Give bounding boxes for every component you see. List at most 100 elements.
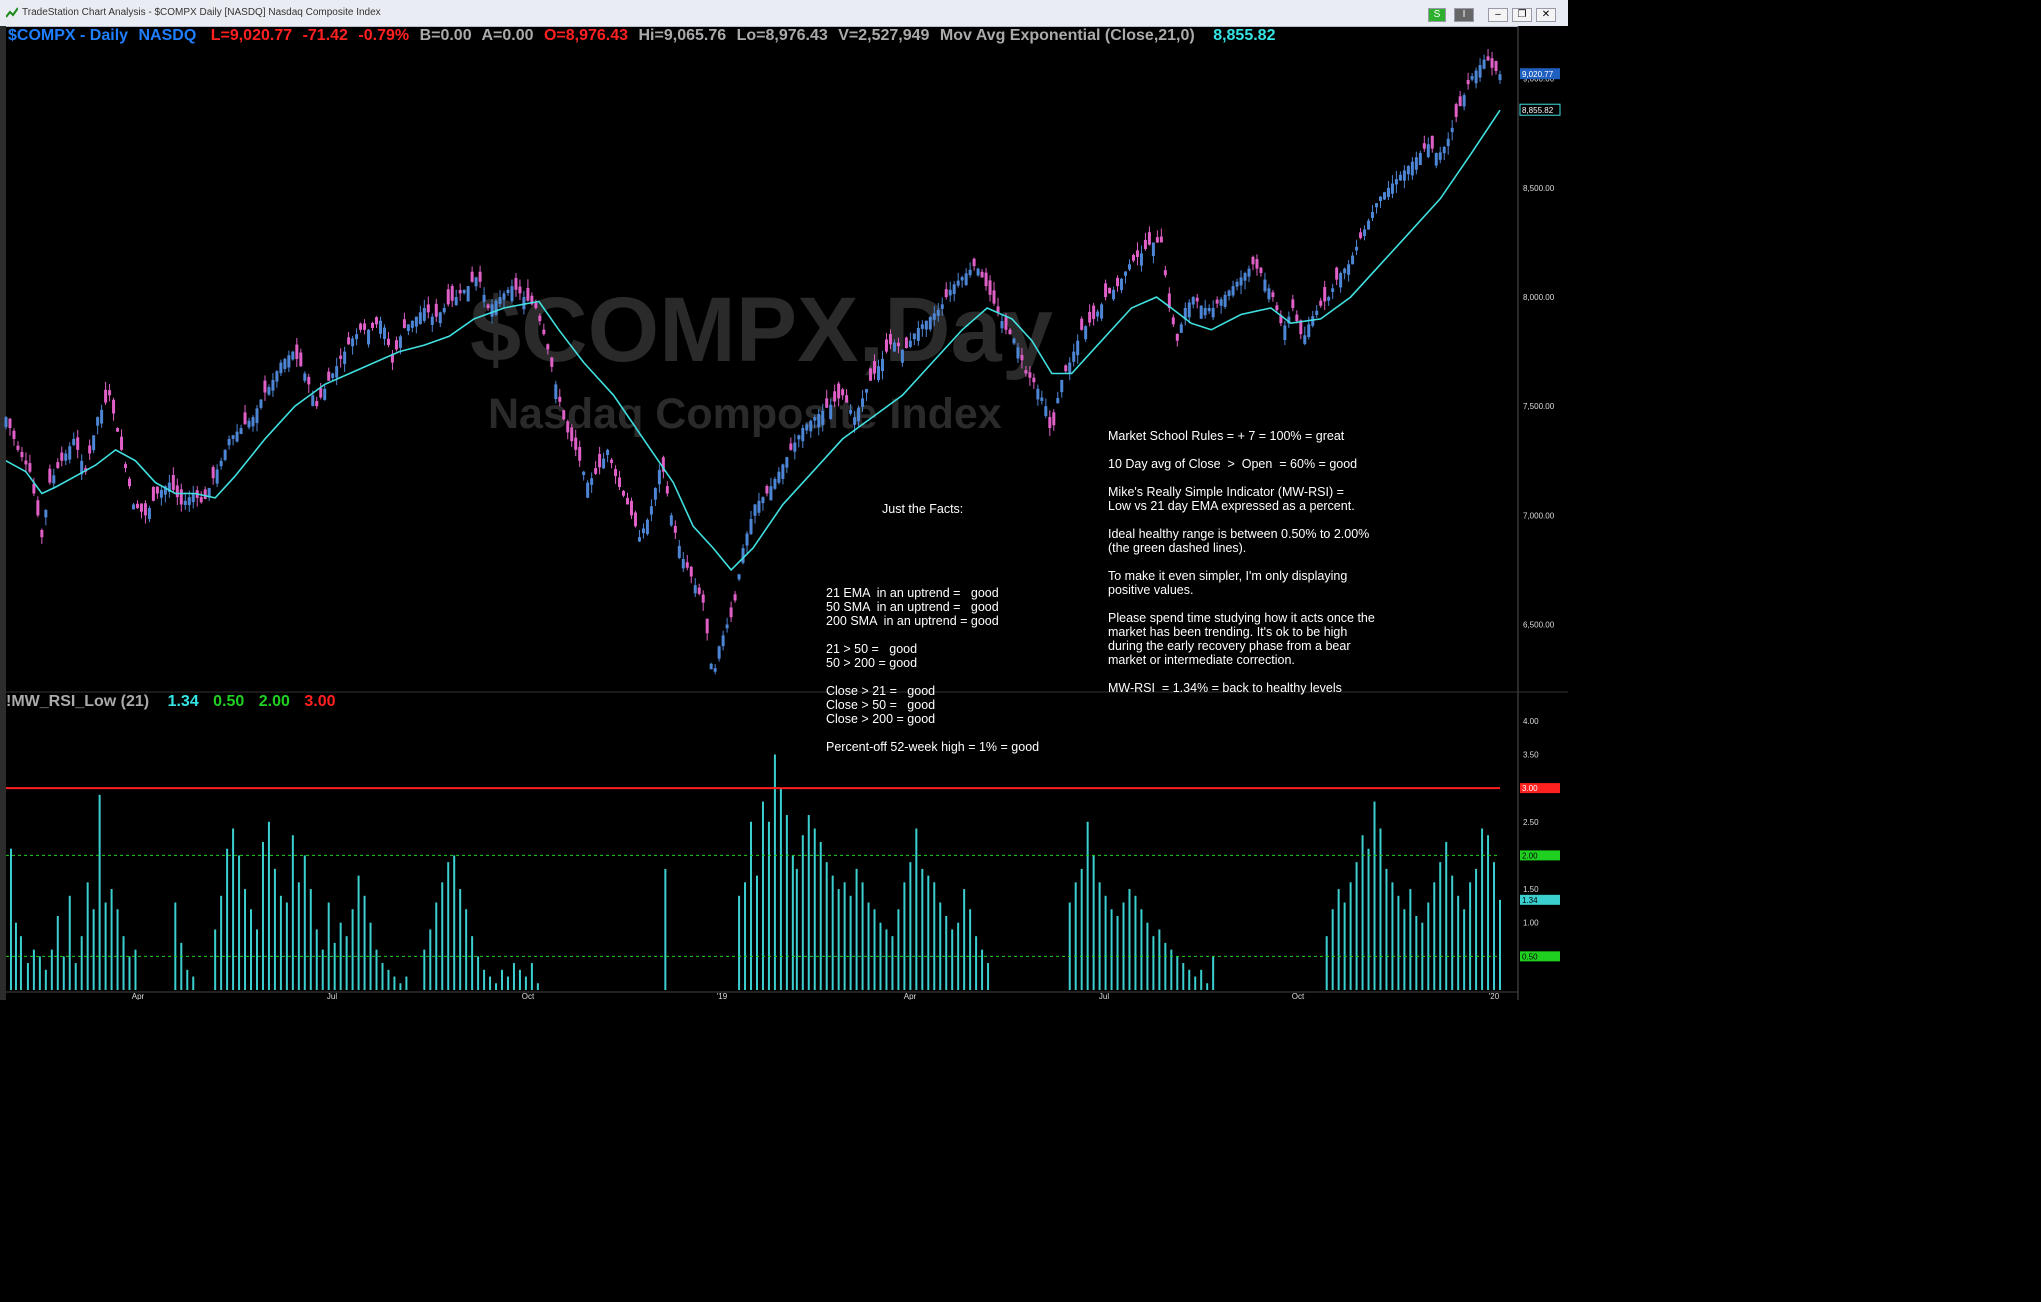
- indicator-bar: [1325, 936, 1328, 990]
- candle-body: [1096, 311, 1100, 317]
- candle-body: [1490, 58, 1494, 68]
- candle-body: [538, 315, 542, 322]
- indicator-bar: [86, 882, 89, 990]
- candle-body: [777, 471, 781, 483]
- candle-body: [382, 327, 386, 339]
- candle-body: [56, 462, 60, 469]
- candle-body: [251, 417, 255, 427]
- indicator-bar: [1134, 895, 1137, 990]
- candle-body: [1000, 321, 1004, 329]
- candle-body: [701, 594, 705, 603]
- indicator-bar: [1170, 949, 1173, 990]
- candle-body: [295, 344, 299, 359]
- candle-body: [1127, 264, 1131, 270]
- candle-body: [1267, 288, 1271, 300]
- indicator-bar: [1182, 963, 1185, 990]
- indicator-value-tag-label: 1.34: [1522, 896, 1538, 905]
- candle-body: [873, 360, 877, 374]
- price-chart[interactable]: 6,500.00 7,000.00 7,500.00 8,000.00 8,500.00…: [0, 0, 1568, 1000]
- candle-body: [227, 438, 231, 446]
- notes-rules-line: Ideal healthy range is between 0.50% to …: [1108, 527, 1370, 541]
- candle-body: [1498, 74, 1502, 81]
- candle-body: [641, 528, 645, 534]
- candle-body: [1179, 324, 1183, 333]
- candle-body: [299, 352, 303, 367]
- candle-body: [1044, 406, 1048, 417]
- chart-area[interactable]: [0, 26, 1568, 1000]
- candle-body: [1187, 302, 1191, 318]
- indicator-bar: [232, 828, 235, 990]
- indicator-bar: [1086, 821, 1089, 990]
- reference-tag: [1520, 850, 1560, 861]
- close-button[interactable]: ✕: [1536, 8, 1556, 22]
- candle-body: [1386, 187, 1390, 197]
- candle-body: [104, 389, 108, 403]
- candle-body: [956, 280, 960, 286]
- candle-body: [68, 446, 72, 460]
- candle-body: [653, 488, 657, 500]
- candle-body: [331, 373, 335, 378]
- notes-rules-line: MW-RSI = 1.34% = back to healthy levels: [1108, 681, 1342, 695]
- indicator-bar: [1457, 895, 1460, 990]
- candle-body: [275, 371, 279, 382]
- x-axis-tick: Apr: [904, 992, 917, 1000]
- indicator-bar: [867, 902, 870, 990]
- indicator-bar: [244, 889, 247, 990]
- indicator-bar: [795, 868, 798, 990]
- candle-body: [1494, 60, 1498, 72]
- candle-body: [1438, 152, 1442, 160]
- notes-facts-line: 200 SMA in an uptrend = good: [826, 614, 999, 628]
- candle-body: [219, 460, 223, 467]
- candle-body: [1072, 351, 1076, 362]
- indicator-button[interactable]: I: [1454, 8, 1474, 22]
- indicator-bar: [779, 788, 782, 990]
- candle-body: [1040, 397, 1044, 401]
- indicator-bar: [441, 882, 444, 990]
- candle-body: [211, 467, 215, 479]
- restore-button[interactable]: ❐: [1512, 8, 1532, 22]
- indicator-bar: [128, 956, 131, 990]
- candle-body: [311, 395, 315, 406]
- notes-facts-line: 21 > 50 = good: [826, 642, 918, 656]
- indicator-bar: [1116, 915, 1119, 990]
- candle-body: [944, 289, 948, 298]
- candle-body: [1080, 318, 1084, 330]
- candle-body: [606, 449, 610, 456]
- candle-body: [147, 508, 151, 520]
- indicator-bar: [755, 875, 758, 990]
- indicator-axis-tick: 3.50: [1523, 750, 1539, 759]
- notes-rules-line: [1108, 597, 1375, 611]
- indicator-axis-tick: 1.50: [1523, 885, 1539, 894]
- indicator-bar: [1110, 909, 1113, 990]
- candle-body: [574, 437, 578, 450]
- open-price: O=8,976.43: [543, 27, 629, 44]
- indicator-upper-band: 2.00: [258, 693, 290, 710]
- indicator-bar: [501, 969, 504, 990]
- indicator-bar: [333, 942, 336, 990]
- candle-body: [319, 387, 323, 398]
- window-titlebar: TradeStation Chart Analysis - $COMPX Dai…: [0, 0, 1568, 27]
- candle-body: [586, 482, 590, 498]
- strategy-button[interactable]: S: [1428, 8, 1446, 22]
- candle-body: [199, 497, 203, 503]
- indicator-bar: [267, 821, 270, 990]
- minimize-button[interactable]: –: [1488, 8, 1508, 22]
- candle-body: [462, 289, 466, 294]
- candle-body: [602, 458, 606, 469]
- x-axis-tick: '20: [1489, 992, 1500, 1000]
- candle-body: [757, 500, 761, 513]
- indicator-bar: [915, 828, 918, 990]
- candle-body: [359, 323, 363, 330]
- candle-body: [1255, 259, 1259, 269]
- notes-facts-line: Close > 50 = good: [826, 698, 936, 712]
- indicator-bar: [831, 875, 834, 990]
- candle-body: [1307, 324, 1311, 338]
- indicator-axis-tick: 4.00: [1523, 717, 1539, 726]
- candle-body: [781, 464, 785, 479]
- watermark-name: Nasdaq Composite Index: [488, 390, 1002, 438]
- candle-body: [1004, 317, 1008, 330]
- candle-body: [375, 317, 379, 325]
- candle-body: [339, 355, 343, 359]
- candle-body: [669, 515, 673, 526]
- indicator-bar: [351, 909, 354, 990]
